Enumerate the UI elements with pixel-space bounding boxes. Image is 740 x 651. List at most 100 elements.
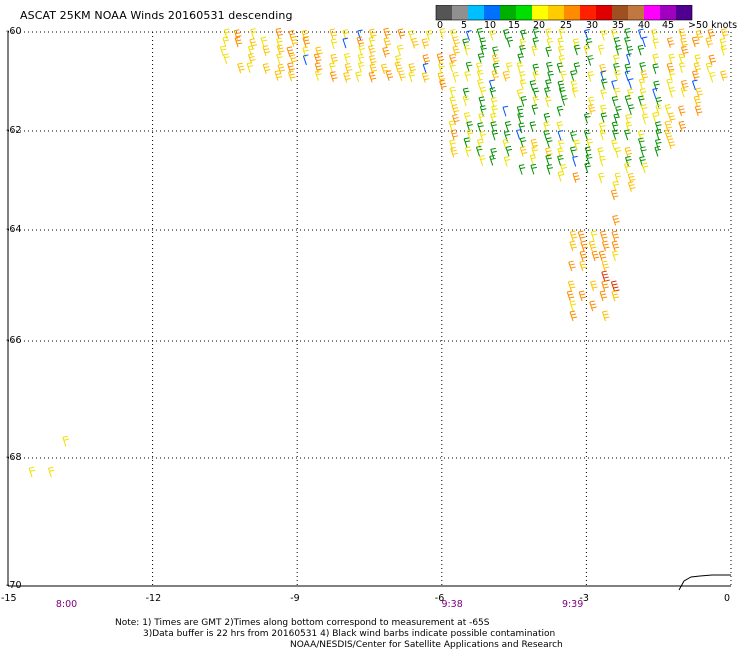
x-tick-label: -9	[290, 593, 300, 604]
wind-barb	[250, 28, 257, 39]
wind-barb	[641, 113, 649, 125]
wind-barb	[664, 129, 673, 141]
wind-barb	[615, 44, 622, 56]
wind-barb	[613, 54, 620, 65]
wind-barb	[557, 80, 565, 92]
wind-barb	[545, 147, 553, 158]
wind-barb	[680, 86, 688, 98]
wind-barb	[615, 105, 622, 117]
wind-barb	[588, 96, 595, 108]
wind-barb	[637, 44, 645, 56]
wind-barb	[668, 112, 676, 124]
wind-barb	[639, 62, 646, 73]
wind-barb	[627, 104, 635, 115]
wind-barb	[545, 154, 552, 166]
wind-barb	[640, 104, 648, 115]
legend-swatch	[564, 5, 580, 20]
legend-swatch	[516, 5, 532, 20]
wind-barb	[519, 79, 527, 90]
wind-barb	[611, 95, 619, 107]
wind-barb	[462, 95, 470, 107]
wind-barb	[652, 63, 659, 75]
wind-barb-plot	[7, 27, 732, 591]
wind-barb	[624, 95, 632, 106]
wind-barb	[385, 70, 394, 81]
wind-barb	[223, 53, 230, 64]
wind-barb	[396, 44, 404, 56]
wind-barb	[425, 30, 433, 41]
wind-barb	[233, 29, 242, 40]
wind-barb	[531, 146, 538, 158]
wind-barb	[568, 260, 576, 272]
wind-barb	[598, 250, 607, 262]
wind-barb	[545, 61, 553, 73]
wind-barb	[545, 96, 552, 108]
x-tick-label: -3	[579, 593, 589, 604]
wind-barb	[599, 63, 607, 75]
wind-barb	[382, 46, 390, 58]
wind-barb	[641, 36, 648, 48]
wind-barb	[479, 105, 487, 116]
wind-barb	[624, 63, 632, 75]
wind-barb	[556, 121, 564, 132]
wind-barb	[246, 62, 254, 73]
legend-swatch	[612, 5, 628, 20]
legend-swatch	[628, 5, 644, 20]
legend-tick-label: 10	[484, 20, 497, 31]
legend-swatch	[676, 5, 692, 20]
wind-barb	[655, 104, 662, 116]
wind-barb	[584, 29, 590, 40]
wind-barb	[545, 137, 553, 148]
wind-barb	[519, 137, 527, 148]
wind-barb	[479, 130, 487, 142]
wind-barb	[627, 78, 634, 89]
wind-barb	[344, 63, 353, 74]
wind-barb	[517, 53, 524, 64]
wind-barb	[301, 29, 310, 41]
wind-barb	[343, 52, 351, 64]
wind-barb	[692, 79, 698, 91]
wind-barb	[611, 230, 620, 242]
wind-barb	[572, 155, 578, 167]
wind-barb	[640, 146, 647, 157]
note-line-2: 3)Data buffer is 22 hrs from 20160531 4)…	[143, 629, 556, 639]
wind-barb	[463, 44, 471, 56]
wind-barb	[276, 44, 285, 56]
wind-barb	[612, 215, 620, 226]
legend-swatch	[580, 5, 596, 20]
wind-barb	[584, 162, 591, 174]
wind-barb	[601, 240, 610, 252]
wind-barb	[601, 280, 609, 292]
wind-barb	[519, 146, 528, 157]
wind-barb	[614, 147, 622, 158]
wind-barb	[600, 29, 608, 41]
wind-barb	[637, 95, 645, 107]
wind-barb	[587, 55, 594, 66]
wind-barb	[408, 71, 416, 83]
wind-barb	[288, 70, 296, 82]
wind-barb	[569, 146, 577, 158]
wind-barb	[531, 45, 538, 57]
wind-barb	[720, 45, 728, 56]
wind-barb	[652, 87, 658, 99]
wind-barb	[222, 36, 229, 48]
wind-barb	[705, 62, 713, 74]
wind-barb	[313, 53, 322, 64]
wind-barb	[277, 63, 286, 75]
wind-barb	[314, 70, 322, 81]
wind-barb	[557, 130, 564, 141]
wind-barb	[289, 54, 298, 65]
wind-barb	[530, 163, 537, 175]
legend-tick-label: 45	[662, 20, 675, 31]
wind-barb	[395, 55, 402, 66]
y-tick-label: -62	[6, 125, 22, 136]
wind-barb	[598, 172, 605, 184]
wind-barb	[516, 88, 524, 100]
wind-barb	[600, 78, 608, 90]
wind-barb	[666, 37, 675, 48]
wind-barb	[465, 30, 472, 41]
wind-barb	[544, 87, 551, 98]
wind-barb	[422, 54, 431, 65]
wind-barb	[394, 61, 403, 73]
wind-barb	[655, 97, 663, 108]
